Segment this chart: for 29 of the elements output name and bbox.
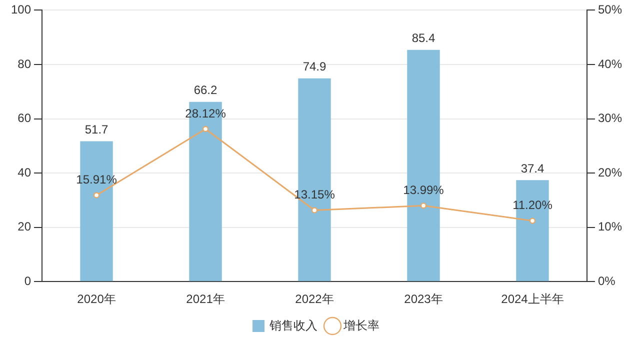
y-tick-label: 40	[18, 165, 32, 180]
data-label: 66.2	[194, 83, 218, 98]
x-tick-label: 2020年	[77, 292, 116, 306]
y-tick-label: 0	[24, 274, 32, 288]
point	[420, 202, 427, 209]
x-tick-label: 2021年	[186, 292, 225, 306]
data-label: 37.4	[520, 161, 544, 176]
y-tick-label: 80	[18, 56, 32, 71]
point	[529, 218, 536, 224]
y2-tick-label: 0%	[598, 274, 616, 288]
legend-label: 销售收入	[268, 318, 318, 332]
y2-tick-label: 50%	[598, 2, 622, 17]
y2-tick-label: 40%	[598, 56, 622, 71]
data-label: 85.4	[412, 31, 436, 46]
y2-tick-label: 30%	[598, 111, 622, 126]
y-tick-label: 60	[18, 111, 32, 126]
legend-label: 增长率	[342, 318, 380, 332]
y2-tick-label: 10%	[598, 220, 622, 234]
y-tick-label: 100	[10, 2, 32, 17]
data-label: 74.9	[302, 60, 327, 74]
x-tick-label: 2024上半年	[501, 292, 564, 306]
y2-tick-label: 20%	[598, 165, 622, 180]
x-tick-label: 2023年	[404, 292, 443, 306]
x-tick-label: 2022年	[295, 292, 334, 306]
point	[311, 207, 318, 214]
point	[202, 126, 209, 132]
point	[93, 192, 100, 198]
data-label: 51.7	[84, 122, 109, 137]
y-tick-label: 20	[18, 220, 32, 234]
